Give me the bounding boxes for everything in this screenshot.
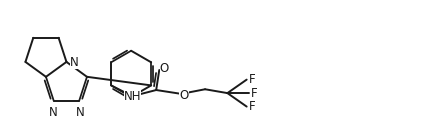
Text: N: N [49, 106, 57, 119]
Text: F: F [251, 87, 257, 100]
Text: O: O [160, 62, 169, 75]
Text: NH: NH [124, 90, 142, 103]
Text: N: N [75, 106, 84, 119]
Text: F: F [249, 100, 255, 113]
Text: O: O [179, 88, 189, 102]
Text: F: F [249, 73, 255, 86]
Text: N: N [70, 56, 78, 69]
